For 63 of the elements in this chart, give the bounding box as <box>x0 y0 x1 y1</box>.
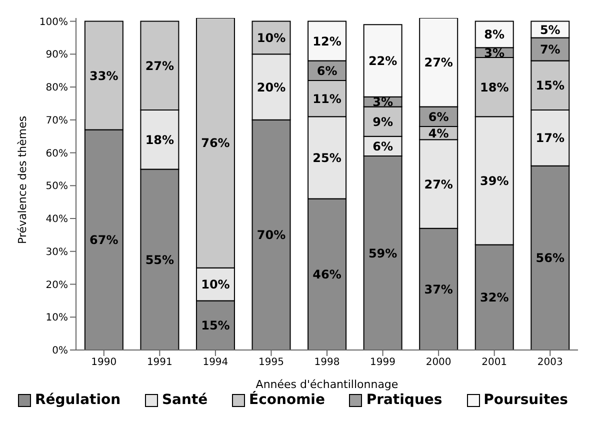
legend-label: Poursuites <box>484 392 568 408</box>
x-tick-label: 1990 <box>91 357 117 368</box>
data-label: 10% <box>201 278 230 292</box>
data-label: 67% <box>90 233 118 248</box>
data-label: 20% <box>256 80 286 94</box>
x-tick-label: 1998 <box>314 357 340 368</box>
y-tick-label: 40% <box>46 214 68 226</box>
data-label: 6% <box>428 110 449 124</box>
data-label: 3% <box>372 95 393 110</box>
data-label: 46% <box>312 268 342 282</box>
data-label: 11% <box>312 92 342 106</box>
y-tick-label: 70% <box>46 115 68 126</box>
y-tick-label: 0% <box>52 346 68 357</box>
x-tick-label: 2000 <box>426 357 452 368</box>
data-label: 9% <box>372 114 393 129</box>
data-label: 17% <box>536 131 565 146</box>
x-tick-label: 1994 <box>202 357 228 368</box>
x-tick-label: 1999 <box>370 357 396 368</box>
x-tick-label: 2001 <box>482 357 508 368</box>
y-tick-label: 20% <box>46 280 68 291</box>
data-label: 59% <box>368 246 398 260</box>
data-label: 27% <box>424 56 453 70</box>
data-label: 10% <box>256 30 286 45</box>
data-label: 7% <box>540 42 560 56</box>
y-axis-title: Prévalence des thèmes <box>16 116 29 244</box>
legend-label: Économie <box>249 392 325 408</box>
data-label: 15% <box>201 318 230 333</box>
data-label: 18% <box>145 132 174 147</box>
legend-label: Régulation <box>35 392 121 408</box>
data-label: 27% <box>424 177 453 192</box>
data-label: 3% <box>484 46 505 60</box>
y-tick-label: 90% <box>46 50 68 61</box>
data-label: 6% <box>316 64 338 78</box>
data-label: 70% <box>256 228 286 242</box>
x-tick-label: 1991 <box>146 357 172 368</box>
data-label: 8% <box>484 28 505 42</box>
y-tick-label: 60% <box>46 148 68 160</box>
data-label: 37% <box>424 282 453 296</box>
data-label: 33% <box>90 68 118 83</box>
legend-label: Pratiques <box>366 392 442 408</box>
data-label: 5% <box>540 22 560 37</box>
data-label: 39% <box>480 174 509 188</box>
data-label: 25% <box>312 150 342 165</box>
y-tick-label: 80% <box>46 82 68 94</box>
data-label: 32% <box>480 290 509 305</box>
data-label: 4% <box>428 126 449 140</box>
data-label: 55% <box>145 252 174 267</box>
data-label: 15% <box>536 78 565 93</box>
data-label: 12% <box>312 34 342 48</box>
y-tick-label: 30% <box>46 246 68 258</box>
data-label: 18% <box>480 80 509 94</box>
data-label: 27% <box>145 58 174 73</box>
x-tick-label: 2003 <box>537 357 563 368</box>
x-axis-title: Années d'échantillonnage <box>256 378 398 391</box>
legend-label: Santé <box>162 392 208 408</box>
data-label: 76% <box>201 136 230 150</box>
y-tick-label: 50% <box>46 181 68 192</box>
data-label: 56% <box>536 251 565 266</box>
data-label: 22% <box>368 54 398 68</box>
x-tick-label: 1995 <box>258 357 284 368</box>
data-label: 6% <box>372 139 393 154</box>
y-tick-label: 100% <box>39 16 68 28</box>
y-tick-label: 10% <box>46 312 68 324</box>
